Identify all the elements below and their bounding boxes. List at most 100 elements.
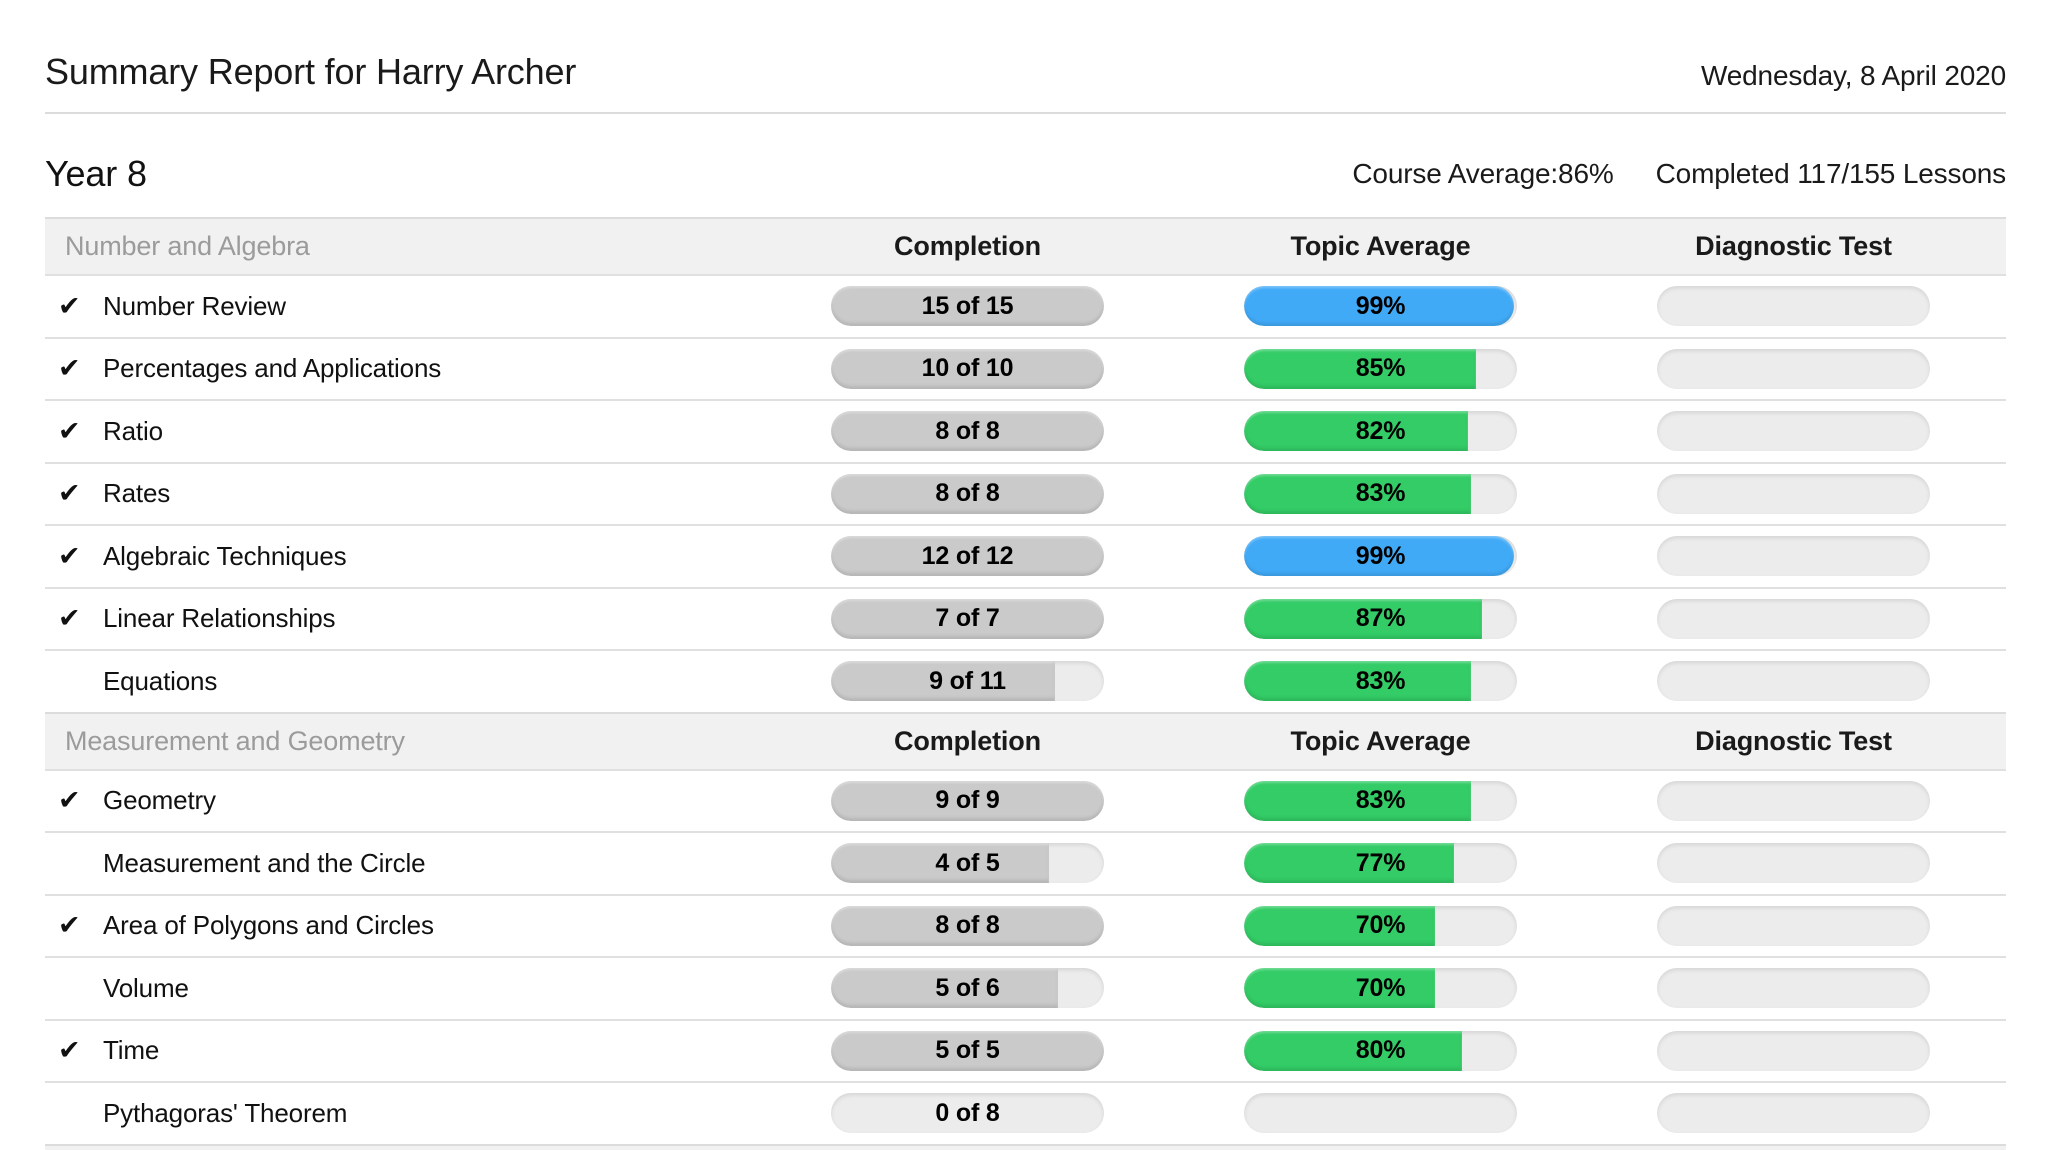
table-row: ✔ Geometry 9 of 9 83% — [45, 768, 2006, 831]
topic-cell: ✔ Area of Polygons and Circles — [45, 910, 691, 941]
topic-average-value: 77% — [1355, 848, 1406, 877]
topic-cell: ✔ Ratio — [45, 416, 691, 447]
diagnostic-value — [1657, 968, 1930, 1008]
completed-check-icon: ✔ — [58, 353, 81, 384]
diagnostic-value — [1657, 661, 1930, 701]
completed-check-icon: ✔ — [58, 540, 81, 571]
table-row: ✔ Linear Relationships 7 of 7 87% — [45, 586, 2006, 649]
report-date: Wednesday, 8 April 2020 — [1700, 60, 2006, 91]
completed-check-icon: ✔ — [58, 785, 81, 816]
completion-pill: 5 of 5 — [831, 1030, 1104, 1071]
topic-average-pill: 70% — [1244, 968, 1517, 1009]
topic-label: Rates — [103, 478, 171, 509]
diagnostic-pill — [1657, 536, 1930, 577]
diagnostic-value — [1657, 474, 1930, 514]
completion-pill: 10 of 10 — [831, 348, 1104, 389]
completion-pill: 12 of 12 — [831, 536, 1104, 577]
completion-value: 4 of 5 — [935, 848, 1000, 877]
section-rows-number-and-algebra: ✔ Number Review 15 of 15 99% ✔ Percentag… — [45, 274, 2006, 712]
diagnostic-value — [1657, 843, 1930, 883]
topic-average-pill: 99% — [1244, 536, 1517, 577]
diagnostic-pill — [1657, 286, 1930, 327]
topic-average-fill — [1244, 286, 1515, 327]
diagnostic-value — [1657, 286, 1930, 326]
table-row: Equations 9 of 11 83% — [45, 649, 2006, 712]
completion-fill — [831, 411, 1104, 452]
completed-check-icon: ✔ — [58, 910, 81, 941]
topic-average-pill: 83% — [1244, 473, 1517, 514]
column-header-topic-average: Topic Average — [1290, 725, 1471, 756]
topic-label: Pythagoras' Theorem — [103, 1097, 348, 1128]
completion-value: 8 of 8 — [935, 479, 1000, 508]
topic-average-fill — [1244, 598, 1482, 639]
topic-average-value: 99% — [1355, 541, 1406, 570]
completed-check-icon: ✔ — [58, 603, 81, 634]
completion-fill — [831, 780, 1104, 821]
completion-pill: 8 of 8 — [831, 473, 1104, 514]
topic-average-fill — [1244, 473, 1471, 514]
topic-average-pill: 80% — [1244, 1030, 1517, 1071]
section-name: Number and Algebra — [65, 231, 310, 261]
table-row: ✔ Number Review 15 of 15 99% — [45, 274, 2006, 337]
diagnostic-value — [1657, 536, 1930, 576]
completion-fill — [831, 968, 1058, 1009]
report-table: Number and Algebra Completion Topic Aver… — [45, 217, 2006, 1150]
topic-cell: ✔ Time — [45, 1035, 691, 1066]
column-header-diagnostic-test: Diagnostic Test — [1695, 231, 1892, 261]
course-average-value: 86% — [1558, 158, 1614, 189]
topic-average-fill — [1244, 536, 1515, 577]
diagnostic-value — [1657, 781, 1930, 821]
diagnostic-pill — [1657, 598, 1930, 639]
completion-pill: 7 of 7 — [831, 598, 1104, 639]
topic-average-fill — [1244, 661, 1471, 702]
topic-average-fill — [1244, 411, 1468, 452]
section-name: Measurement and Geometry — [65, 725, 405, 756]
diagnostic-pill — [1657, 348, 1930, 389]
completion-pill: 8 of 8 — [831, 411, 1104, 452]
topic-average-pill: 87% — [1244, 598, 1517, 639]
topic-cell: Pythagoras' Theorem — [45, 1098, 691, 1129]
completion-fill — [831, 905, 1104, 946]
topic-cell: ✔ Geometry — [45, 785, 691, 816]
completion-fill — [831, 536, 1104, 577]
topic-average-fill — [1244, 843, 1455, 884]
diagnostic-value — [1657, 1093, 1930, 1133]
completed-check-icon: ✔ — [58, 290, 81, 321]
diagnostic-value — [1657, 906, 1930, 946]
topic-average-pill: 70% — [1244, 905, 1517, 946]
completion-value: 5 of 6 — [935, 973, 1000, 1002]
diagnostic-pill — [1657, 411, 1930, 452]
topic-average-value: 85% — [1355, 354, 1406, 383]
diagnostic-pill — [1657, 780, 1930, 821]
topic-average-value: 83% — [1355, 786, 1406, 815]
column-header-diagnostic-test: Diagnostic Test — [1695, 725, 1892, 756]
completion-fill — [831, 1030, 1104, 1071]
topic-cell: ✔ Algebraic Techniques — [45, 541, 691, 572]
topic-average-value: 83% — [1355, 666, 1406, 695]
completion-pill: 9 of 9 — [831, 780, 1104, 821]
course-average-label: Course Average: — [1352, 158, 1559, 189]
topic-label: Linear Relationships — [103, 603, 336, 634]
table-row: Pythagoras' Theorem 0 of 8 — [45, 1081, 2006, 1144]
topic-average-value: 70% — [1355, 973, 1406, 1002]
completion-value: 8 of 8 — [935, 911, 1000, 940]
topic-average-pill: 77% — [1244, 843, 1517, 884]
column-header-topic-average: Topic Average — [1290, 231, 1471, 261]
completion-pill: 15 of 15 — [831, 286, 1104, 327]
column-header-completion: Completion — [894, 725, 1041, 756]
topic-cell: Measurement and the Circle — [45, 848, 691, 879]
topic-label: Equations — [103, 665, 218, 696]
table-row: ✔ Algebraic Techniques 12 of 12 99% — [45, 524, 2006, 587]
table-row: ✔ Percentages and Applications 10 of 10 … — [45, 336, 2006, 399]
topic-label: Percentages and Applications — [103, 353, 442, 384]
completion-fill — [831, 843, 1050, 884]
topic-label: Geometry — [103, 785, 216, 816]
topic-average-fill — [1244, 968, 1436, 1009]
report-header: Summary Report for Harry Archer Wednesda… — [45, 0, 2006, 114]
topic-label: Algebraic Techniques — [103, 540, 347, 571]
completion-fill — [831, 473, 1104, 514]
diagnostic-value — [1657, 1031, 1930, 1071]
completion-fill — [831, 348, 1104, 389]
